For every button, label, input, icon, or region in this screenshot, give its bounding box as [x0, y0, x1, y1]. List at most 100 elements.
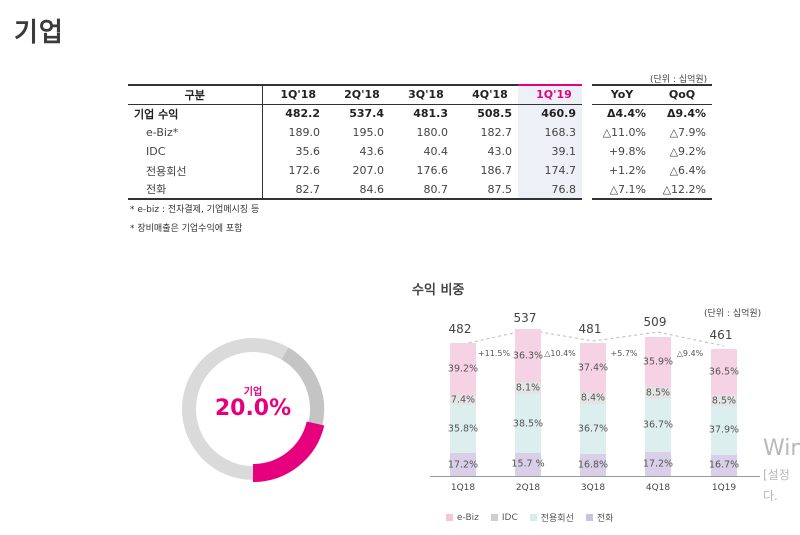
- segment-idc: 7.4%: [450, 394, 476, 406]
- cell-yoy: △11.0%: [602, 126, 646, 139]
- row-label: 전화: [128, 180, 263, 200]
- donut-chart: [182, 338, 325, 483]
- growth-label: △10.4%: [544, 349, 576, 358]
- x-tick-label: 2Q18: [515, 483, 541, 493]
- bar-total: 482: [448, 322, 472, 336]
- chart-title: 수익 비중: [412, 283, 465, 298]
- bar-1Q19: 36.5% 8.5% 37.9% 16.7%: [709, 349, 739, 476]
- column-gap: [582, 180, 592, 199]
- cell: 35.6: [295, 145, 321, 158]
- segment-leased-line: 37.9%: [709, 406, 739, 455]
- row-label: IDC: [128, 142, 263, 161]
- footnote-equipment: * 장비매출은 기업수익에 포함: [130, 224, 243, 234]
- growth-label: △9.4%: [676, 349, 704, 358]
- cell: 189.0: [288, 126, 321, 139]
- cell: 508.5: [477, 107, 512, 121]
- bar-2Q18: 36.3% 8.1% 38.5% 15.7 %: [511, 329, 545, 476]
- donut-arc-enterprise: [252, 421, 325, 483]
- cell: 82.7: [262, 180, 326, 200]
- cell: 43.6: [359, 145, 385, 158]
- cell-qoq: Δ9.4%: [666, 107, 706, 121]
- segment-idc: 8.1%: [515, 382, 541, 395]
- cell-qoq: △12.2%: [652, 180, 712, 200]
- cell: 207.0: [352, 164, 385, 177]
- segment-ebiz: 37.4%: [578, 343, 608, 393]
- cell: 537.4: [349, 107, 384, 121]
- cell: 482.2: [285, 107, 320, 121]
- x-tick-label: 4Q18: [645, 483, 671, 493]
- segment-phone: 17.2%: [643, 452, 673, 476]
- cell-yoy: △7.1%: [592, 180, 652, 200]
- cell-yoy: +1.2%: [608, 164, 646, 177]
- table-row: IDC 35.6 43.6 40.4 43.0 39.1 +9.8% △9.2%: [128, 142, 712, 161]
- header-quarter-current: 1Q'19: [518, 84, 582, 105]
- segment-phone: 16.7%: [709, 454, 739, 476]
- bar-4Q18: 35.9% 8.5% 36.7% 17.2%: [643, 337, 673, 476]
- x-tick-label: 3Q18: [580, 483, 606, 493]
- bar-total: 481: [578, 322, 602, 336]
- table-row: 전화 82.7 84.6 80.7 87.5 76.8 △7.1% △12.2%: [128, 180, 712, 200]
- row-label: 전용회선: [128, 161, 263, 180]
- segment-ebiz: 36.3%: [513, 329, 543, 383]
- row-label: e-Biz*: [128, 123, 263, 142]
- segment-ebiz: 39.2%: [448, 343, 478, 396]
- x-tick-label: 1Q19: [711, 483, 737, 493]
- donut-value: 20.0%: [214, 396, 292, 421]
- cell: 84.6: [326, 180, 390, 200]
- donut-category: 기업: [243, 387, 263, 398]
- legend-swatch: [490, 514, 498, 521]
- bar-total: 461: [709, 328, 733, 342]
- cell: 481.3: [413, 107, 448, 121]
- cell: 87.5: [454, 180, 518, 200]
- header-quarter: 4Q'18: [454, 84, 518, 105]
- cell: 39.1: [518, 142, 582, 161]
- segment-phone: 16.8%: [578, 453, 608, 476]
- bar-1Q18: 39.2% 7.4% 35.8% 17.2%: [448, 343, 478, 476]
- legend-swatch: [446, 514, 453, 521]
- column-gap: [582, 85, 592, 104]
- column-gap: [582, 104, 592, 123]
- cell: 195.0: [352, 126, 385, 139]
- x-axis-line: [430, 476, 760, 477]
- cell-qoq: △9.2%: [669, 145, 706, 158]
- segment-ebiz: 36.5%: [709, 349, 739, 396]
- cell: 186.7: [480, 164, 513, 177]
- column-gap: [582, 142, 592, 161]
- x-tick-label: 1Q18: [450, 483, 476, 493]
- header-quarter: 1Q'18: [262, 84, 326, 105]
- cell: 460.9: [518, 104, 582, 123]
- segment-phone: 15.7 %: [511, 452, 545, 476]
- cell: 182.7: [480, 126, 513, 139]
- table-row-total: 기업 수익 482.2 537.4 481.3 508.5 460.9 Δ4.4…: [128, 104, 712, 123]
- segment-leased-line: 35.8%: [448, 404, 478, 454]
- legend-item-leased-line: 전용회선: [529, 511, 574, 524]
- activation-watermark-title: Win: [763, 436, 800, 461]
- page-title: 기업: [14, 18, 64, 48]
- footnote-ebiz: * e-biz : 전자결제, 기업메시징 등: [130, 205, 260, 215]
- bar-3Q18: 37.4% 8.4% 36.7% 16.8%: [578, 343, 608, 476]
- table-row: 전용회선 172.6 207.0 176.6 186.7 174.7 +1.2%…: [128, 161, 712, 180]
- cell-qoq: △7.9%: [669, 126, 706, 139]
- trend-line: [462, 329, 725, 347]
- cell: 168.3: [518, 123, 582, 142]
- column-gap: [582, 123, 592, 142]
- header-yoy: YoY: [592, 84, 652, 105]
- header-label: 구분: [128, 84, 263, 105]
- segment-leased-line: 36.7%: [578, 403, 608, 454]
- revenue-table: 구분 1Q'18 2Q'18 3Q'18 4Q'18 1Q'19 YoY QoQ…: [128, 84, 712, 200]
- legend-swatch: [585, 514, 593, 521]
- segment-ebiz: 35.9%: [643, 337, 673, 387]
- cell-yoy: +9.8%: [608, 145, 646, 158]
- legend-item-ebiz: e-Biz: [446, 511, 479, 524]
- header-quarter: 3Q'18: [390, 84, 454, 105]
- column-gap: [582, 161, 592, 180]
- cell-qoq: △6.4%: [669, 164, 706, 177]
- bar-total: 537: [513, 311, 537, 325]
- activation-watermark-text: [설정: [763, 468, 790, 482]
- header-quarter: 2Q'18: [326, 84, 390, 105]
- segment-leased-line: 38.5%: [513, 394, 543, 453]
- cell: 174.7: [518, 161, 582, 180]
- cell: 176.6: [416, 164, 449, 177]
- table-row: e-Biz* 189.0 195.0 180.0 182.7 168.3 △11…: [128, 123, 712, 142]
- cell: 80.7: [390, 180, 454, 200]
